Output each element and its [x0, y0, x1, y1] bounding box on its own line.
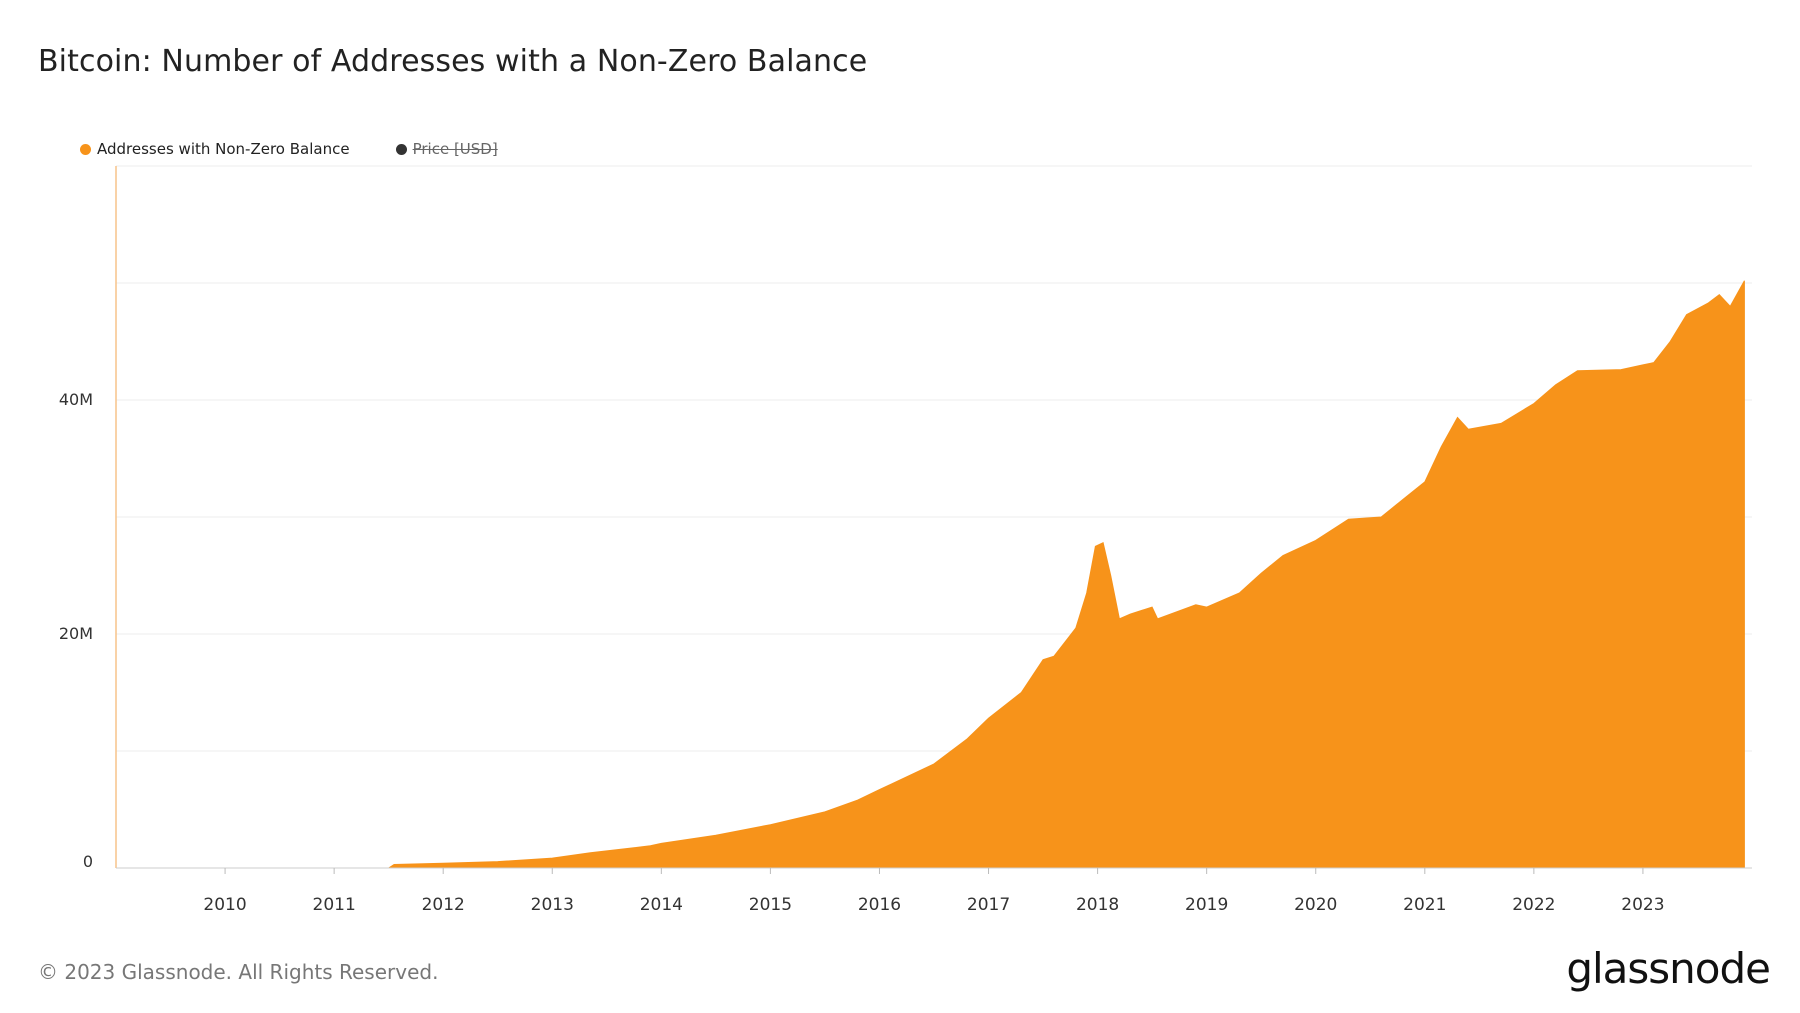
legend-label-price: Price [USD] — [412, 140, 498, 158]
x-tick-label: 2018 — [1076, 895, 1119, 915]
x-tick-label: 2016 — [858, 895, 901, 915]
legend-marker-addresses — [80, 143, 91, 155]
chart-title: Bitcoin: Number of Addresses with a Non-… — [38, 44, 868, 79]
x-tick-label: 2017 — [967, 895, 1010, 915]
x-tick-label: 2015 — [749, 895, 792, 915]
y-tick-label: 20M — [59, 624, 93, 643]
series-area-addresses — [116, 280, 1745, 869]
legend: Addresses with Non-Zero Balance Price [U… — [80, 140, 544, 158]
x-tick-label: 2022 — [1512, 895, 1555, 915]
x-tick-label: 2013 — [531, 895, 574, 915]
legend-item-price[interactable]: Price [USD] — [395, 140, 498, 158]
legend-item-addresses[interactable]: Addresses with Non-Zero Balance — [80, 140, 350, 158]
x-tick-label: 2021 — [1403, 895, 1446, 915]
legend-label-addresses: Addresses with Non-Zero Balance — [97, 140, 350, 158]
x-tick-label: 2020 — [1294, 895, 1337, 915]
y-tick-label: 40M — [59, 390, 93, 409]
copyright-footer: © 2023 Glassnode. All Rights Reserved. — [38, 960, 439, 984]
x-tick-label: 2010 — [203, 895, 246, 915]
x-tick-label: 2012 — [422, 895, 465, 915]
x-tick-label: 2011 — [313, 895, 356, 915]
x-tick-label: 2014 — [640, 895, 683, 915]
glassnode-logo: glassnode — [1566, 944, 1771, 993]
y-tick-label: 0 — [83, 852, 93, 871]
x-tick-label: 2023 — [1621, 895, 1664, 915]
x-tick-label: 2019 — [1185, 895, 1228, 915]
legend-marker-price — [395, 143, 407, 155]
